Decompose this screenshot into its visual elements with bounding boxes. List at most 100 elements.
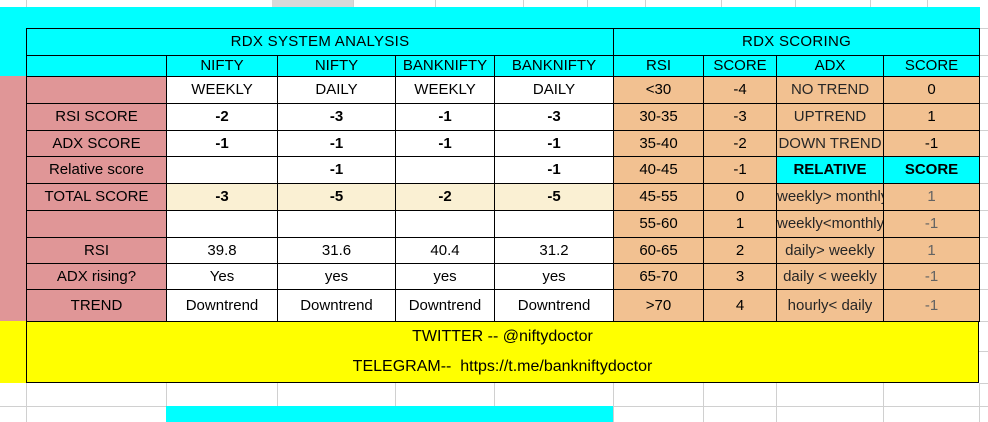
rsi-range-cell[interactable]: 55-60 [613, 210, 704, 238]
left-margin-pink [0, 76, 26, 321]
trend-cell[interactable]: Downtrend [166, 289, 278, 322]
relative-label-cell[interactable]: daily < weekly [776, 263, 884, 290]
total-score-cell[interactable]: -2 [395, 183, 495, 211]
column-header-banknifty-1[interactable]: BANKNIFTY [395, 55, 495, 77]
rsi-score-cell[interactable]: -3 [703, 103, 777, 131]
row-label[interactable] [26, 76, 167, 104]
rsi-range-cell[interactable]: 35-40 [613, 130, 704, 157]
value-cell[interactable]: -1 [277, 130, 396, 157]
value-cell[interactable]: yes [493, 263, 615, 290]
relative-label-cell[interactable]: daily> weekly [776, 237, 884, 264]
value-cell[interactable]: -2 [166, 103, 278, 131]
right-table-title[interactable]: RDX SCORING [612, 28, 981, 56]
rsi-score-cell[interactable]: -2 [703, 130, 777, 157]
twitter-banner[interactable]: TWITTER -- @niftydoctor [26, 321, 979, 352]
row-label-total-score[interactable]: TOTAL SCORE [26, 183, 167, 211]
value-cell[interactable] [395, 156, 495, 184]
value-cell[interactable] [493, 210, 615, 238]
rsi-range-cell[interactable]: 60-65 [613, 237, 704, 264]
timeframe-cell[interactable]: DAILY [277, 76, 396, 104]
relative-score-cell[interactable]: -1 [882, 263, 981, 290]
telegram-banner[interactable]: TELEGRAM-- https://t.me/bankniftydoctor [26, 351, 979, 383]
relative-score-cell[interactable]: -1 [882, 210, 981, 238]
gridline [979, 321, 988, 322]
timeframe-cell[interactable]: WEEKLY [166, 76, 278, 104]
column-header-adx[interactable]: ADX [776, 55, 884, 77]
rsi-score-cell[interactable]: 3 [703, 263, 777, 290]
rsi-range-cell[interactable]: 40-45 [613, 156, 704, 184]
relative-label-cell[interactable]: hourly< daily [776, 289, 884, 322]
corner-cell[interactable] [26, 55, 167, 77]
rsi-range-cell[interactable]: 65-70 [613, 263, 704, 290]
value-cell[interactable]: -3 [493, 103, 615, 131]
column-header-score-1[interactable]: SCORE [703, 55, 777, 77]
column-header-score-2[interactable]: SCORE [882, 55, 981, 77]
value-cell[interactable]: -1 [166, 130, 278, 157]
value-cell[interactable]: 31.6 [277, 237, 396, 264]
value-cell[interactable]: -1 [493, 156, 615, 184]
rsi-score-cell[interactable]: 1 [703, 210, 777, 238]
rsi-score-cell[interactable]: -4 [703, 76, 777, 104]
relative-label-cell[interactable]: weekly> monthly [776, 183, 884, 211]
rsi-score-cell[interactable]: -1 [703, 156, 777, 184]
trend-cell[interactable]: Downtrend [395, 289, 495, 322]
relative-score-cell[interactable]: 1 [882, 183, 981, 211]
timeframe-cell[interactable]: DAILY [493, 76, 615, 104]
value-cell[interactable]: yes [277, 263, 396, 290]
value-cell[interactable] [395, 210, 495, 238]
value-cell[interactable]: -1 [395, 130, 495, 157]
value-cell[interactable]: -1 [493, 130, 615, 157]
value-cell[interactable]: 31.2 [493, 237, 615, 264]
column-header-nifty-1[interactable]: NIFTY [166, 55, 278, 77]
adx-score-cell[interactable]: -1 [882, 130, 981, 157]
rsi-range-cell[interactable]: >70 [613, 289, 704, 322]
row-label-adx-score[interactable]: ADX SCORE [26, 130, 167, 157]
relative-score-header-cell[interactable]: SCORE [882, 156, 981, 184]
relative-label-cell[interactable]: weekly<monthly [776, 210, 884, 238]
column-header-rsi[interactable]: RSI [613, 55, 704, 77]
left-table-title[interactable]: RDX SYSTEM ANALYSIS [25, 28, 615, 56]
row-label-adx-rising[interactable]: ADX rising? [26, 263, 167, 290]
value-cell[interactable]: yes [395, 263, 495, 290]
value-cell[interactable]: 39.8 [166, 237, 278, 264]
row-label-rsi-score[interactable]: RSI SCORE [26, 103, 167, 131]
rsi-score-cell[interactable]: 4 [703, 289, 777, 322]
trend-cell[interactable]: Downtrend [277, 289, 396, 322]
value-cell[interactable]: -1 [395, 103, 495, 131]
total-score-cell[interactable]: -5 [277, 183, 396, 211]
trend-cell[interactable]: Downtrend [493, 289, 615, 322]
adx-trend-cell[interactable]: DOWN TREND [776, 130, 884, 157]
gridline [721, 0, 722, 7]
gridline [979, 76, 988, 77]
row-label-trend[interactable]: TREND [26, 289, 167, 322]
gridline [979, 28, 988, 29]
row-label-rsi[interactable]: RSI [26, 237, 167, 264]
relative-header-cell[interactable]: RELATIVE [776, 156, 884, 184]
relative-score-cell[interactable]: -1 [882, 289, 981, 322]
rsi-score-cell[interactable]: 2 [703, 237, 777, 264]
relative-score-cell[interactable]: 1 [882, 237, 981, 264]
value-cell[interactable]: -1 [277, 156, 396, 184]
adx-trend-cell[interactable]: NO TREND [776, 76, 884, 104]
value-cell[interactable] [166, 156, 278, 184]
total-score-cell[interactable]: -5 [493, 183, 615, 211]
adx-trend-cell[interactable]: UPTREND [776, 103, 884, 131]
value-cell[interactable] [277, 210, 396, 238]
value-cell[interactable]: -3 [277, 103, 396, 131]
value-cell[interactable]: 40.4 [395, 237, 495, 264]
row-label-relative-score[interactable]: Relative score [26, 156, 167, 184]
rsi-score-cell[interactable]: 0 [703, 183, 777, 211]
column-header-banknifty-2[interactable]: BANKNIFTY [493, 55, 615, 77]
rsi-range-cell[interactable]: 45-55 [613, 183, 704, 211]
total-score-cell[interactable]: -3 [166, 183, 278, 211]
row-label[interactable] [26, 210, 167, 238]
value-cell[interactable] [166, 210, 278, 238]
rsi-range-cell[interactable]: <30 [613, 76, 704, 104]
gridline [979, 210, 988, 211]
adx-score-cell[interactable]: 1 [882, 103, 981, 131]
adx-score-cell[interactable]: 0 [882, 76, 981, 104]
rsi-range-cell[interactable]: 30-35 [613, 103, 704, 131]
column-header-nifty-2[interactable]: NIFTY [277, 55, 396, 77]
timeframe-cell[interactable]: WEEKLY [395, 76, 495, 104]
value-cell[interactable]: Yes [166, 263, 278, 290]
